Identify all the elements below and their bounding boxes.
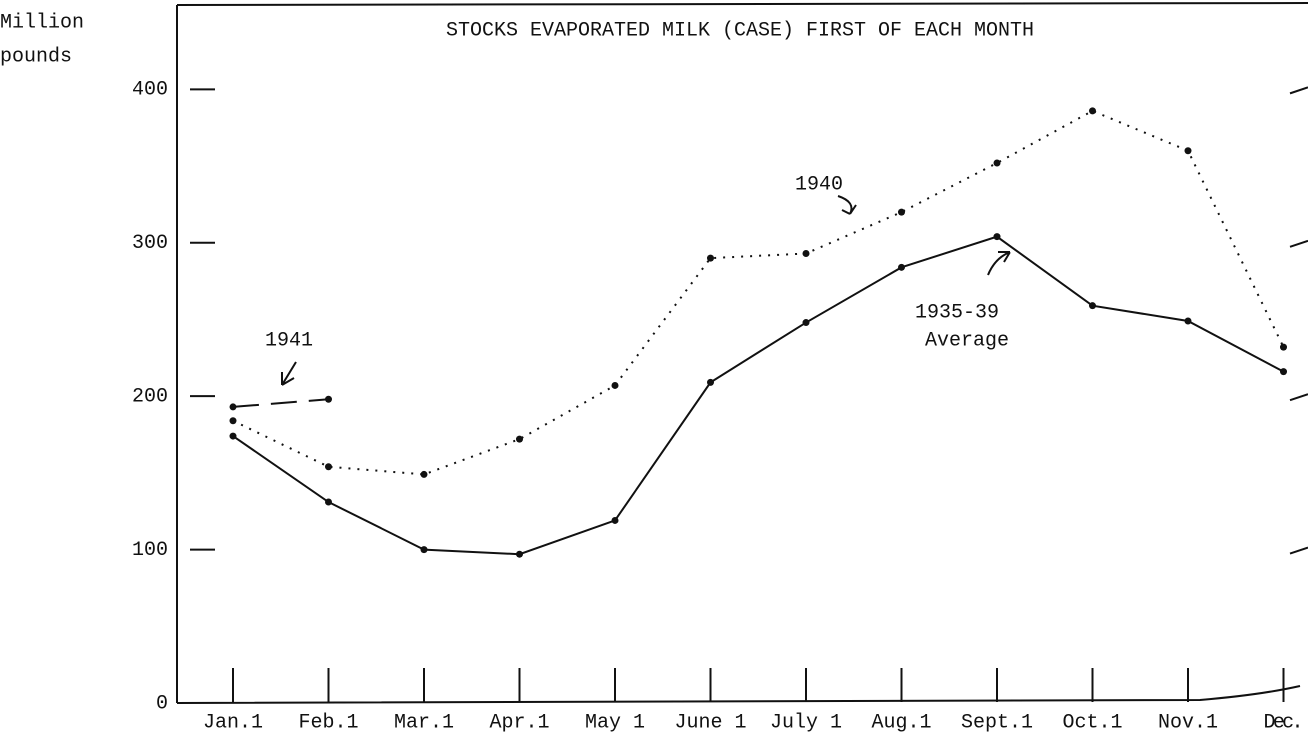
y-axis-label: pounds <box>0 45 72 68</box>
chart-title: STOCKS EVAPORATED MILK (CASE) FIRST OF E… <box>446 19 1034 42</box>
annotation: 1935-39 <box>915 301 999 324</box>
arrow <box>281 361 297 386</box>
x-tick-label: Apr.1 <box>489 711 549 734</box>
series-line <box>232 398 329 408</box>
point <box>1184 317 1192 325</box>
point <box>420 546 428 554</box>
point <box>1280 343 1287 351</box>
x-tick-label: June 1 <box>674 711 746 734</box>
y-tick-label: 300 <box>132 232 168 255</box>
y-tick-label: 0 <box>156 692 168 715</box>
arrow <box>987 251 1011 276</box>
point <box>516 550 523 558</box>
annotation: Average <box>925 329 1009 352</box>
point <box>611 516 619 524</box>
x-tick-label: Nov.1 <box>1158 711 1218 734</box>
point <box>802 250 810 258</box>
point <box>802 319 810 327</box>
y-tick-label: 400 <box>132 79 168 102</box>
x-tick-label: Mar.1 <box>394 711 454 734</box>
point <box>420 470 428 478</box>
point <box>707 254 714 262</box>
x-tick-label: Aug.1 <box>871 711 931 734</box>
point <box>611 381 619 389</box>
point <box>229 432 237 440</box>
annotation: 1941 <box>265 329 313 352</box>
point <box>229 417 237 425</box>
x-tick-label: Oct.1 <box>1062 711 1122 734</box>
annotation: 1940 <box>795 173 843 196</box>
x-tick-label: July 1 <box>770 711 842 734</box>
point <box>516 435 523 443</box>
point <box>325 463 332 471</box>
point <box>1089 107 1096 115</box>
point <box>993 159 1001 167</box>
arrow <box>837 195 857 215</box>
y-tick-right <box>1289 86 1308 95</box>
y-tick-right <box>1289 393 1308 402</box>
point <box>993 233 1001 241</box>
x-tick-label: Jan.1 <box>203 711 263 734</box>
series-line <box>232 235 1284 556</box>
x-tick-label: Feb.1 <box>298 711 358 734</box>
y-axis-label: Million <box>0 11 84 34</box>
y-tick-right <box>1289 546 1308 555</box>
point <box>1184 147 1192 155</box>
point <box>229 403 237 411</box>
point <box>325 498 332 506</box>
point <box>1280 368 1287 376</box>
point <box>898 263 905 271</box>
y-tick-label: 200 <box>132 385 168 408</box>
frame-top <box>176 2 1308 6</box>
x-tick-label: May 1 <box>585 711 645 734</box>
x-axis <box>176 685 1301 704</box>
x-tick-label: Sept.1 <box>961 711 1033 734</box>
point <box>898 208 905 216</box>
point <box>1089 302 1096 310</box>
point <box>707 378 714 386</box>
point <box>325 395 332 403</box>
y-tick-label: 100 <box>132 539 168 562</box>
y-tick-right <box>1289 239 1308 248</box>
x-tick-label: Dec. <box>1264 711 1304 734</box>
